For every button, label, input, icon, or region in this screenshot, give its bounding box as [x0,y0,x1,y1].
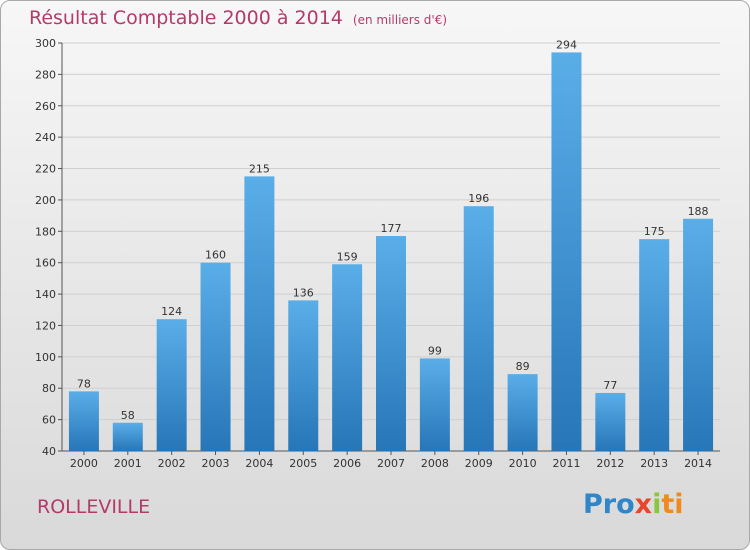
x-tick-label-2011: 2011 [552,457,580,470]
x-tick-label-2005: 2005 [289,457,317,470]
value-label-2002: 124 [161,305,182,318]
y-tick-label-180: 180 [35,225,56,238]
bar-2001 [112,422,143,451]
value-label-2003: 160 [205,249,226,262]
value-label-2005: 136 [293,286,314,299]
x-tick-label-2012: 2012 [596,457,624,470]
y-tick-label-300: 300 [35,37,56,50]
x-tick-label-2007: 2007 [377,457,405,470]
bar-2002 [156,319,187,451]
y-tick-label-40: 40 [42,445,56,458]
chart-title: Résultat Comptable 2000 à 2014 (en millie… [29,7,447,29]
y-tick-label-260: 260 [35,100,56,113]
bar-2009 [463,206,494,451]
y-tick-label-60: 60 [42,414,56,427]
x-tick-label-2010: 2010 [509,457,537,470]
x-tick-label-2001: 2001 [114,457,142,470]
bar-2014 [683,218,714,451]
logo-part-4: ti [661,489,684,520]
x-tick-label-2003: 2003 [202,457,230,470]
value-label-2000: 78 [77,377,91,390]
labels: 40 60 80 100 120 140 160 180 200 220 240 260 280 300 2… [35,37,712,470]
chart-unit: (en milliers d'€) [352,13,448,27]
bar-2007 [376,236,406,451]
y-tick-label-200: 200 [35,194,56,207]
logo-part-2: x [634,489,653,520]
bar-2003 [200,262,231,451]
x-tick-label-2008: 2008 [421,457,449,470]
bar-2006 [332,264,363,451]
value-label-2001: 58 [121,409,135,422]
logo-part-3: i [652,489,662,520]
value-label-2009: 196 [468,192,489,205]
bars [68,52,714,452]
x-tick-label-2013: 2013 [640,457,668,470]
value-label-2004: 215 [249,162,270,175]
value-label-2013: 175 [644,225,665,238]
y-tick-label-220: 220 [35,163,56,176]
bar-2010 [507,374,538,451]
value-label-2008: 99 [428,344,442,357]
y-tick-label-140: 140 [35,288,56,301]
y-tick-label-80: 80 [42,382,56,395]
y-tick-label-160: 160 [35,257,56,270]
logo-part-1: Pro [583,489,635,520]
x-tick-label-2002: 2002 [158,457,186,470]
x-tick-label-2014: 2014 [684,457,712,470]
value-label-2014: 188 [688,205,709,218]
chart-title-text: Résultat Comptable 2000 à 2014 [29,7,343,29]
x-tick-label-2004: 2004 [245,457,273,470]
y-tick-label-100: 100 [35,351,56,364]
bar-2000 [68,391,99,451]
y-tick-label-240: 240 [35,131,56,144]
y-tick-label-280: 280 [35,68,56,81]
proxiti-logo: Proxiti [583,489,684,520]
bar-2013 [639,239,670,451]
bar-2005 [288,300,319,451]
x-tick-label-2000: 2000 [70,457,98,470]
x-tick-label-2009: 2009 [465,457,493,470]
bar-2008 [419,358,450,451]
bar-2011 [551,52,582,452]
value-label-2007: 177 [381,222,402,235]
bar-2012 [595,392,626,451]
value-label-2011: 294 [556,38,577,51]
value-label-2012: 77 [603,379,617,392]
x-tick-label-2006: 2006 [333,457,361,470]
value-label-2006: 159 [337,250,358,263]
value-label-2010: 89 [516,360,530,373]
commune-name: ROLLEVILLE [37,496,151,518]
y-tick-label-120: 120 [35,319,56,332]
bar-2004 [244,176,275,451]
